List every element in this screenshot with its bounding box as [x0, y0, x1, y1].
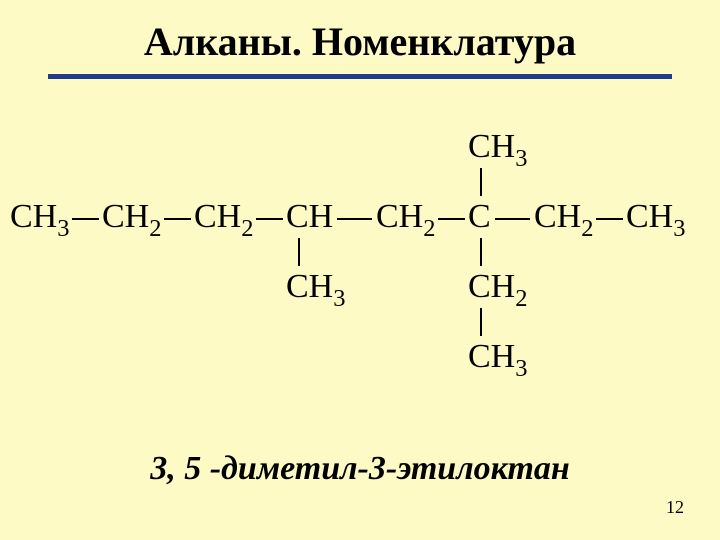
title-underline: [48, 74, 672, 79]
atom-text: CH: [376, 198, 423, 235]
bond-h-6-7: [495, 218, 530, 220]
atom-sub: 3: [57, 215, 69, 242]
atom-text: CH: [102, 198, 149, 235]
slide-root: Алканы. Номенклатура CH3 CH3 CH2 CH2 CH …: [0, 0, 720, 540]
atom-main-7: CH2: [534, 198, 593, 242]
chemical-formula: CH3 CH3 CH2 CH2 CH CH2 C CH2 CH3 CH3 CH2…: [0, 120, 720, 420]
page-number: 12: [666, 497, 684, 518]
atom-sub: 2: [423, 215, 435, 242]
bond-h-3-4: [256, 218, 283, 220]
atom-text: C: [468, 198, 491, 235]
bond-v-6-down2: [480, 308, 482, 336]
atom-main-2: CH2: [102, 198, 161, 242]
bond-v-6-down: [480, 238, 482, 266]
bond-v-top-6: [480, 168, 482, 196]
atom-text: CH: [468, 128, 515, 165]
bond-h-5-6: [438, 218, 465, 220]
atom-main-4: CH: [286, 198, 333, 242]
bond-h-1-2: [72, 218, 99, 220]
atom-ch3-top: CH3: [468, 128, 527, 172]
atom-sub: 2: [149, 215, 161, 242]
atom-text: CH: [194, 198, 241, 235]
slide-title: Алканы. Номенклатура: [0, 18, 720, 65]
atom-main-5: CH2: [376, 198, 435, 242]
compound-name: 3, 5 -диметил-3-этилоктан: [0, 450, 720, 488]
atom-text: CH: [286, 198, 333, 235]
atom-sub: 3: [673, 215, 685, 242]
atom-text: CH: [10, 198, 57, 235]
atom-main-8: CH3: [626, 198, 685, 242]
atom-text: CH: [626, 198, 673, 235]
atom-text: CH: [286, 268, 333, 305]
atom-main-6: C: [468, 198, 491, 242]
atom-text: CH: [468, 338, 515, 375]
bond-h-4-5: [337, 218, 372, 220]
atom-sub: 3: [515, 355, 527, 382]
atom-sub: 2: [241, 215, 253, 242]
atom-sub-ch3-4: CH3: [286, 268, 345, 312]
bond-h-7-8: [596, 218, 623, 220]
atom-main-3: CH2: [194, 198, 253, 242]
atom-text: CH: [468, 268, 515, 305]
atom-sub: 2: [581, 215, 593, 242]
atom-sub-ch3-6b: CH3: [468, 338, 527, 382]
bond-v-4-down: [298, 238, 300, 266]
atom-sub: 3: [515, 145, 527, 172]
atom-text: CH: [534, 198, 581, 235]
atom-main-1: CH3: [10, 198, 69, 242]
atom-sub-ch2-6: CH2: [468, 268, 527, 312]
bond-h-2-3: [164, 218, 191, 220]
atom-sub: 3: [333, 285, 345, 312]
atom-sub: 2: [515, 285, 527, 312]
